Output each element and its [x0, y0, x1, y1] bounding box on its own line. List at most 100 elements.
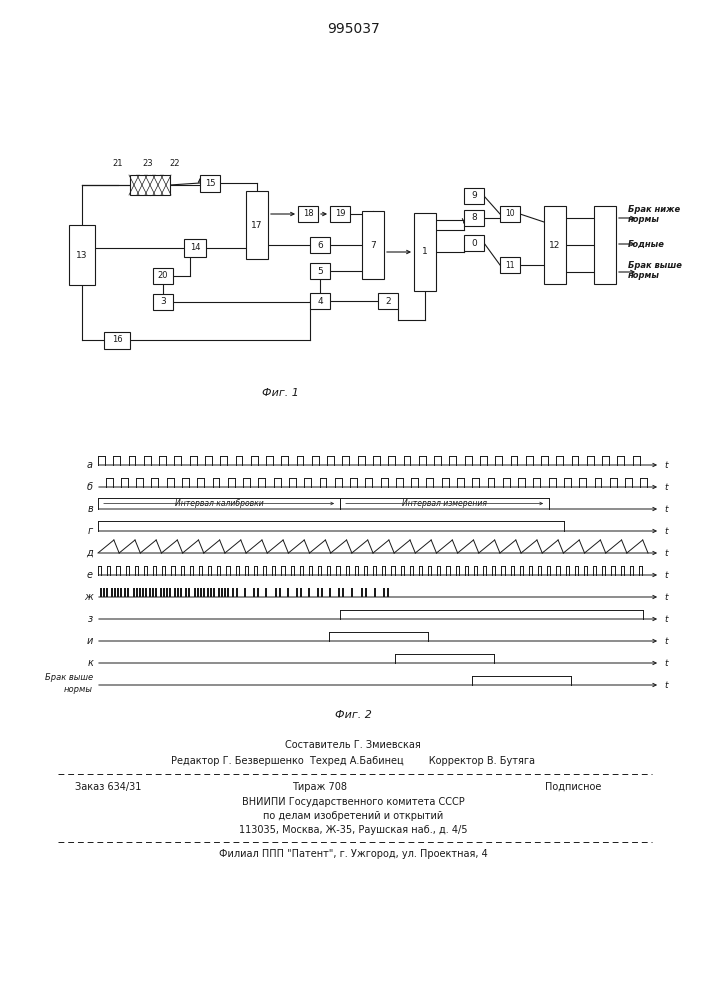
- Text: t: t: [664, 570, 667, 580]
- Bar: [166, 588, 168, 597]
- Text: 0: 0: [471, 238, 477, 247]
- Bar: [296, 588, 298, 597]
- Bar: [155, 588, 157, 597]
- Bar: [185, 588, 187, 597]
- Bar: [235, 588, 238, 597]
- Text: д: д: [86, 548, 93, 558]
- Text: Брак выше: Брак выше: [628, 261, 682, 270]
- Bar: [221, 588, 223, 597]
- Bar: [300, 588, 302, 597]
- Text: ж: ж: [84, 592, 93, 602]
- Text: 995037: 995037: [327, 22, 380, 36]
- Text: 10: 10: [506, 210, 515, 219]
- Bar: [594, 206, 616, 284]
- Text: Интервал измерения: Интервал измерения: [402, 499, 487, 508]
- Bar: [136, 588, 137, 597]
- Bar: [199, 588, 201, 597]
- Bar: [207, 588, 209, 597]
- Bar: [373, 588, 376, 597]
- Bar: [160, 588, 162, 597]
- Bar: [310, 293, 330, 309]
- Text: е: е: [87, 570, 93, 580]
- Text: 1: 1: [422, 247, 428, 256]
- Text: t: t: [664, 460, 667, 470]
- Text: Составитель Г. Змиевская: Составитель Г. Змиевская: [285, 740, 421, 750]
- Text: 17: 17: [251, 221, 263, 230]
- Text: к: к: [87, 658, 93, 668]
- Bar: [365, 588, 367, 597]
- Bar: [500, 206, 520, 222]
- Bar: [152, 588, 154, 597]
- Bar: [153, 268, 173, 284]
- Bar: [153, 294, 173, 310]
- Bar: [210, 588, 212, 597]
- Text: 20: 20: [158, 271, 168, 280]
- Bar: [139, 588, 141, 597]
- Bar: [298, 206, 318, 222]
- Bar: [231, 588, 234, 597]
- Bar: [227, 588, 229, 597]
- Bar: [308, 588, 310, 597]
- Bar: [69, 225, 95, 285]
- Bar: [351, 588, 353, 597]
- Text: 12: 12: [549, 240, 561, 249]
- Text: Фиг. 1: Фиг. 1: [262, 388, 298, 398]
- Bar: [114, 588, 115, 597]
- Bar: [187, 588, 189, 597]
- Text: в: в: [87, 504, 93, 514]
- Bar: [464, 188, 484, 204]
- Text: t: t: [664, 504, 667, 514]
- Text: з: з: [88, 614, 93, 624]
- Text: Фиг. 2: Фиг. 2: [334, 710, 371, 720]
- Bar: [378, 293, 398, 309]
- Text: t: t: [664, 658, 667, 668]
- Bar: [329, 588, 331, 597]
- Bar: [119, 588, 122, 597]
- Bar: [264, 588, 267, 597]
- Bar: [180, 588, 182, 597]
- Bar: [310, 263, 330, 279]
- Text: Тираж 708: Тираж 708: [293, 782, 348, 792]
- Text: 6: 6: [317, 240, 323, 249]
- Text: по делам изобретений и открытий: по делам изобретений и открытий: [263, 811, 443, 821]
- Bar: [149, 588, 151, 597]
- Text: 11: 11: [506, 260, 515, 269]
- Text: 5: 5: [317, 266, 323, 275]
- Bar: [163, 588, 165, 597]
- Bar: [464, 235, 484, 251]
- Bar: [279, 588, 281, 597]
- Text: г: г: [88, 526, 93, 536]
- Bar: [544, 206, 566, 284]
- Text: t: t: [664, 526, 667, 536]
- Text: 113035, Москва, Ж-35, Раушская наб., д. 4/5: 113035, Москва, Ж-35, Раушская наб., д. …: [239, 825, 467, 835]
- Bar: [177, 588, 178, 597]
- Text: t: t: [664, 680, 667, 690]
- Bar: [246, 191, 268, 259]
- Bar: [110, 588, 112, 597]
- Bar: [197, 588, 199, 597]
- Bar: [286, 588, 289, 597]
- Text: 13: 13: [76, 250, 88, 259]
- Text: и: и: [87, 636, 93, 646]
- Bar: [218, 588, 220, 597]
- Text: ВНИИПИ Государственного комитета СССР: ВНИИПИ Государственного комитета СССР: [242, 797, 464, 807]
- Bar: [200, 174, 220, 192]
- Bar: [341, 588, 344, 597]
- Bar: [202, 588, 204, 597]
- Bar: [387, 588, 389, 597]
- Text: нормы: нормы: [628, 216, 660, 225]
- Text: 7: 7: [370, 240, 376, 249]
- Text: Брак ниже: Брак ниже: [628, 206, 680, 215]
- Text: 21: 21: [112, 159, 123, 168]
- Text: 23: 23: [143, 159, 153, 168]
- Bar: [103, 588, 105, 597]
- Bar: [257, 588, 259, 597]
- Bar: [464, 210, 484, 226]
- Text: t: t: [664, 483, 667, 491]
- Text: t: t: [664, 614, 667, 624]
- Text: б: б: [87, 482, 93, 492]
- Bar: [144, 588, 146, 597]
- Bar: [224, 588, 226, 597]
- Text: 9: 9: [471, 192, 477, 200]
- Bar: [141, 588, 144, 597]
